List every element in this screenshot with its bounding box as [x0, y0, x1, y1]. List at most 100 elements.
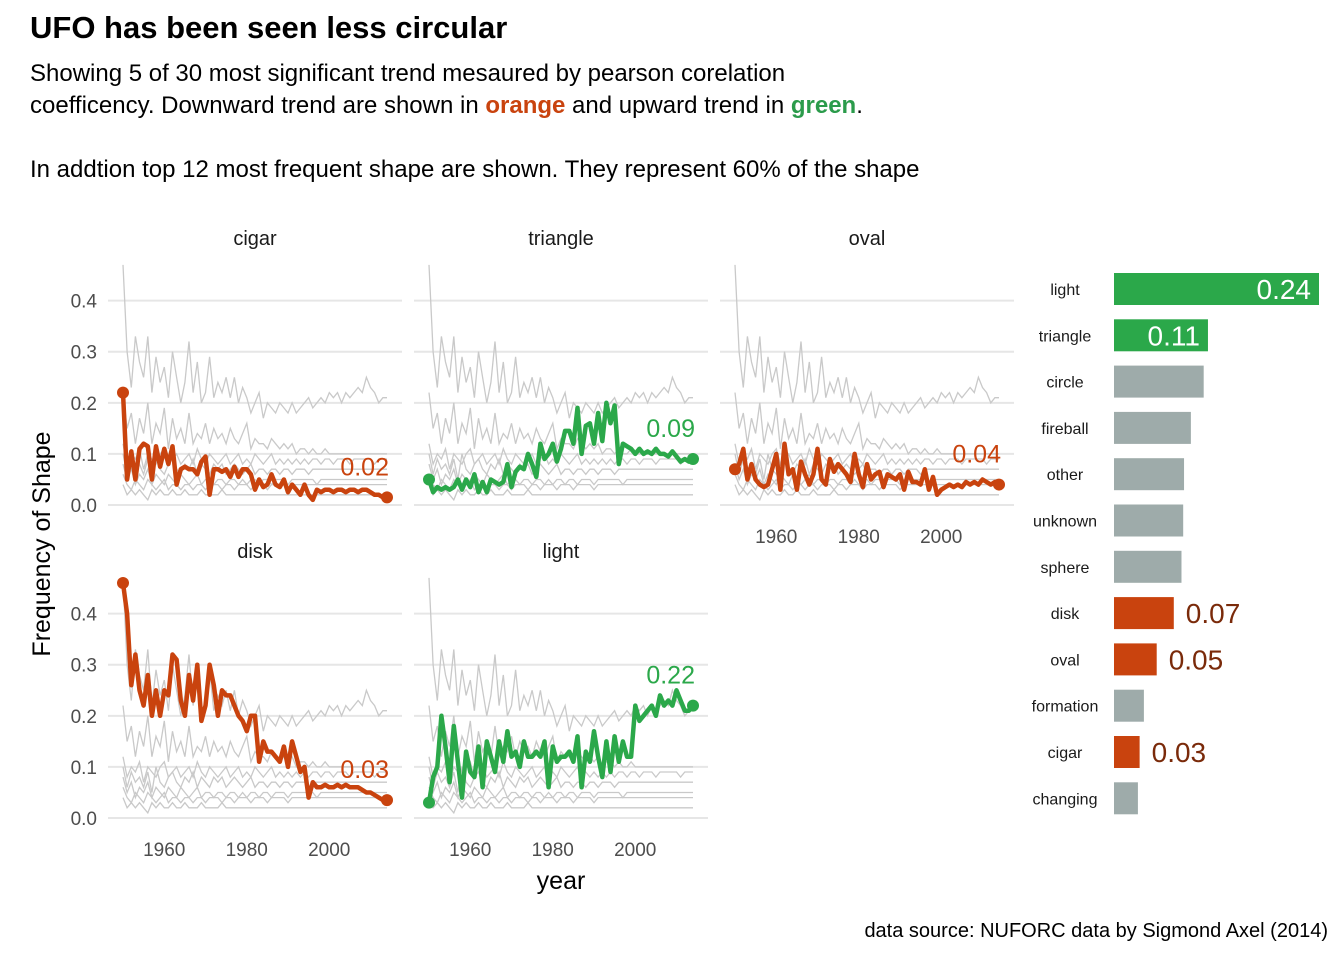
y-tick-label: 0.3: [71, 656, 97, 677]
background-series-line: [734, 264, 999, 419]
background-series-line: [122, 756, 387, 783]
background-series-line: [428, 776, 693, 800]
background-series-line: [428, 484, 693, 502]
subtitle-orange-highlight: orange: [485, 92, 566, 119]
bar-value-label: 0.03: [1152, 737, 1207, 768]
bar-oval: [1114, 643, 1157, 676]
bar-category-label: oval: [1050, 652, 1079, 669]
subtitle-text: and upward trend in: [565, 92, 791, 119]
bar-category-label: other: [1047, 467, 1084, 484]
subtitle-line-1: Showing 5 of 30 most significant trend m…: [30, 60, 786, 87]
data-source-caption: data source: NUFORC data by Sigmond Axel…: [864, 920, 1328, 942]
series-end-point: [381, 491, 393, 504]
bar-triangle: [1114, 319, 1208, 352]
bar-category-label: light: [1050, 282, 1080, 299]
background-series-line: [122, 463, 387, 487]
x-tick-label: 1960: [449, 840, 491, 861]
background-series-line: [122, 797, 387, 815]
bar-light: [1114, 273, 1319, 305]
bar-value-label: 0.11: [1148, 320, 1200, 351]
y-tick-label: 0.0: [71, 809, 97, 830]
background-series-line: [428, 453, 693, 480]
y-tick-label: 0.1: [71, 758, 97, 779]
bar-other: [1114, 458, 1185, 491]
bar-value-label: 0.05: [1169, 644, 1224, 675]
end-value-label: 0.22: [646, 662, 695, 690]
bar-cigar: [1114, 736, 1140, 768]
bar-category-label: formation: [1032, 699, 1099, 716]
x-tick-label: 1960: [143, 840, 185, 861]
x-tick-label: 1980: [226, 840, 268, 861]
end-value-label: 0.02: [340, 453, 389, 481]
bar-category-label: circle: [1046, 375, 1083, 392]
bar-fireball: [1114, 411, 1191, 444]
background-series-line: [122, 264, 387, 419]
background-series-line: [428, 766, 693, 793]
x-axis-title: year: [537, 867, 586, 895]
bar-disk: [1114, 597, 1174, 630]
end-value-label: 0.09: [646, 415, 695, 443]
y-tick-label: 0.2: [71, 707, 97, 728]
x-tick-label: 2000: [614, 840, 656, 861]
background-series-line: [428, 264, 693, 419]
series-start-point: [729, 463, 741, 476]
series-end-point: [993, 478, 1005, 491]
bar-sphere: [1114, 550, 1182, 583]
bar-category-label: fireball: [1041, 421, 1088, 438]
background-series-line: [122, 787, 387, 804]
y-tick-label: 0.3: [71, 343, 97, 364]
x-tick-label: 2000: [920, 527, 962, 548]
background-series-line: [122, 766, 387, 793]
series-start-point: [117, 386, 129, 399]
bar-changing: [1114, 782, 1138, 815]
subtitle-line-2: coefficency. Downward trend are shown in…: [30, 90, 919, 122]
bar-category-label: unknown: [1033, 514, 1097, 531]
x-tick-label: 1960: [755, 527, 797, 548]
panel-label-oval: oval: [849, 228, 886, 250]
background-series-line: [122, 705, 387, 769]
subtitle-text: .: [856, 92, 863, 119]
y-tick-label: 0.4: [71, 292, 98, 313]
background-series-line: [122, 453, 387, 480]
background-series-line: [122, 484, 387, 502]
series-line-disk: [120, 582, 387, 803]
series-start-point: [423, 796, 435, 809]
background-series-line: [122, 776, 387, 800]
bar-category-label: triangle: [1039, 328, 1092, 345]
panel-label-disk: disk: [237, 541, 274, 563]
series-start-point: [423, 473, 435, 486]
series-line-oval: [733, 441, 1001, 498]
x-tick-label: 2000: [308, 840, 350, 861]
series-line-triangle: [426, 400, 695, 495]
bar-formation: [1114, 689, 1144, 722]
y-tick-label: 0.4: [71, 605, 98, 626]
end-value-label: 0.04: [952, 441, 1001, 469]
x-tick-label: 1980: [838, 527, 880, 548]
bar-category-label: sphere: [1041, 560, 1090, 577]
chart-subtitle: Showing 5 of 30 most significant trend m…: [30, 58, 919, 186]
background-series-line: [428, 797, 693, 815]
chart-title: UFO has been seen less circular: [30, 10, 508, 45]
series-end-point: [381, 794, 393, 807]
bar-value-label: 0.24: [1257, 274, 1312, 305]
bar-value-label: 0.07: [1186, 598, 1241, 629]
bar-category-label: cigar: [1048, 745, 1083, 762]
series-line-cigar: [120, 392, 387, 503]
y-tick-label: 0.2: [71, 394, 97, 415]
end-value-label: 0.03: [340, 756, 389, 784]
panel-label-cigar: cigar: [233, 228, 277, 250]
panel-label-light: light: [543, 541, 580, 563]
bar-category-label: changing: [1033, 791, 1098, 808]
series-end-point: [687, 453, 699, 466]
panel-label-triangle: triangle: [528, 228, 594, 250]
series-start-point: [117, 577, 129, 589]
bar-category-label: disk: [1051, 606, 1080, 623]
series-line-light: [426, 688, 695, 804]
background-series-line: [734, 392, 999, 456]
background-series-line: [428, 705, 693, 769]
subtitle-text: coefficency. Downward trend are shown in: [30, 92, 486, 119]
subtitle-line-3: In addtion top 12 most frequent shape ar…: [30, 156, 920, 183]
y-tick-label: 0.1: [71, 445, 97, 466]
background-series-line: [428, 787, 693, 804]
